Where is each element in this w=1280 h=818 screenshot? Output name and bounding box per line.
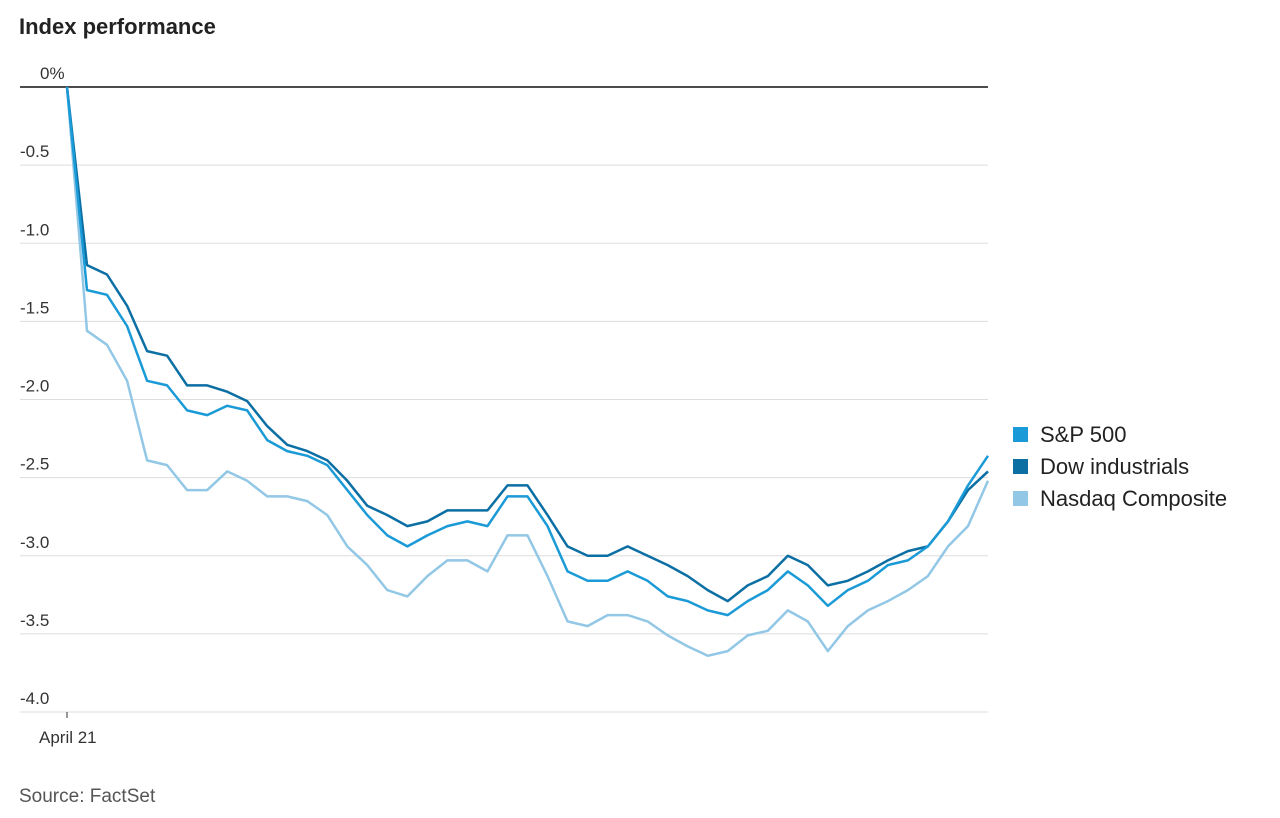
legend-swatch — [1013, 459, 1028, 474]
y-tick-label: -1.5 — [20, 298, 49, 317]
series-line — [65, 86, 990, 617]
y-tick-label: 0% — [40, 64, 65, 83]
series-line — [65, 86, 990, 658]
legend-swatch — [1013, 427, 1028, 442]
y-tick-label: -4.0 — [20, 689, 49, 708]
legend-swatch — [1013, 491, 1028, 506]
y-tick-label: -2.5 — [20, 455, 49, 474]
x-tick-label: April 21 — [39, 728, 97, 747]
y-tick-label: -3.5 — [20, 611, 49, 630]
y-tick-label: -0.5 — [20, 142, 49, 161]
y-tick-label: -3.0 — [20, 533, 49, 552]
source: Source: FactSet — [19, 786, 156, 807]
chart-title: Index performance — [19, 14, 216, 39]
legend-label: Dow industrials — [1040, 454, 1189, 479]
y-tick-label: -1.0 — [20, 220, 49, 239]
legend-label: S&P 500 — [1040, 422, 1126, 447]
y-tick-label: -2.0 — [20, 377, 49, 396]
series-line — [65, 86, 989, 603]
legend-label: Nasdaq Composite — [1040, 486, 1227, 511]
